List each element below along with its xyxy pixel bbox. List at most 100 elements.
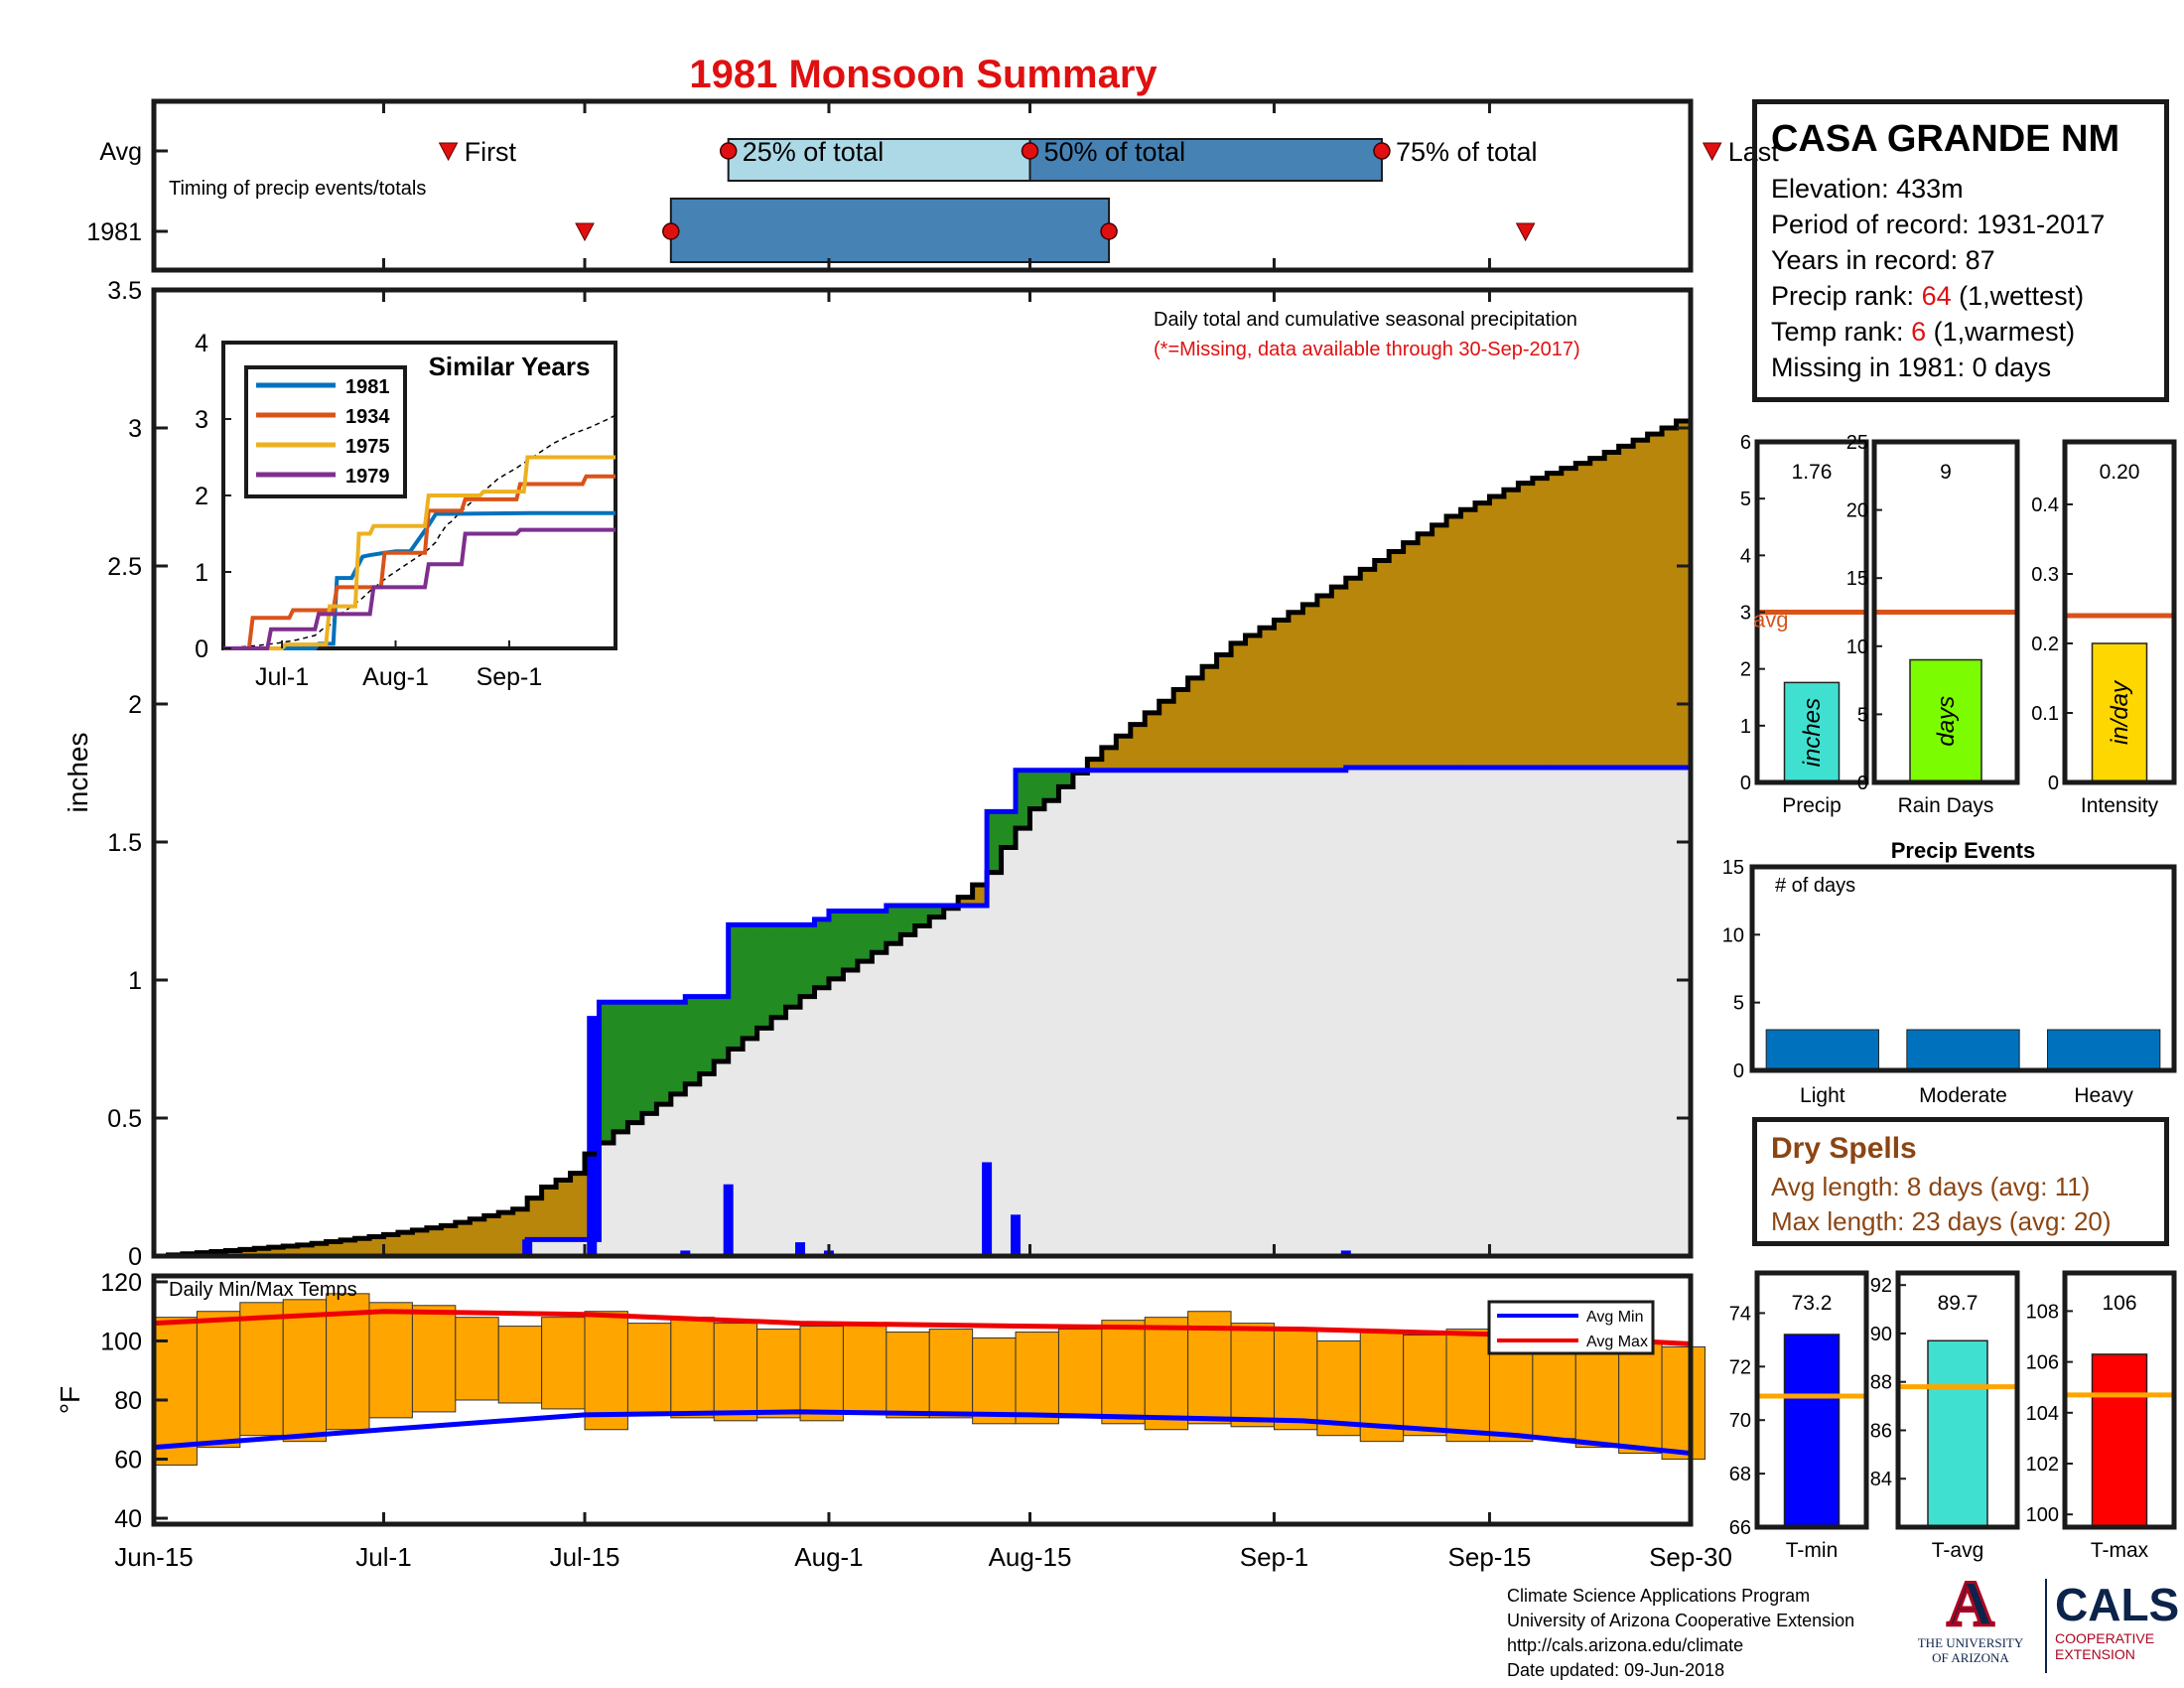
similar-years-x-tick-label: Aug-1 bbox=[362, 663, 429, 691]
x-axis-date-label: Sep-15 bbox=[1448, 1542, 1532, 1572]
daily-temp-bar bbox=[1273, 1329, 1318, 1431]
temp-rank-suffix: (1,warmest) bbox=[1926, 317, 2076, 347]
credits-date: Date updated: 09-Jun-2018 bbox=[1507, 1660, 1725, 1680]
main-panel-frame bbox=[151, 287, 1694, 1259]
daily-temp-bar bbox=[842, 1323, 887, 1413]
precip-rank-prefix: Precip rank: bbox=[1771, 281, 1922, 311]
credits-line-1: Climate Science Applications Program bbox=[1507, 1586, 1811, 1606]
intensity-mini-y-tick-label: 0.1 bbox=[2031, 703, 2059, 725]
daily-temp-bar bbox=[799, 1326, 844, 1422]
temp-title: Daily Min/Max Temps bbox=[169, 1279, 357, 1301]
precip-mini-value-label: 1.76 bbox=[1792, 461, 1833, 484]
tmin-mini-y-tick-label: 70 bbox=[1729, 1410, 1751, 1432]
daily-temp-bar bbox=[282, 1299, 328, 1443]
main-y-tick-label: 1.5 bbox=[107, 829, 142, 857]
precip-mini-y-tick-label: 4 bbox=[1740, 545, 1751, 567]
daily-temp-bar bbox=[1101, 1320, 1146, 1425]
station-years: Years in record: 87 bbox=[1771, 245, 1995, 275]
precip-events-bar bbox=[2047, 1029, 2161, 1071]
dry-spells-title: Dry Spells bbox=[1771, 1132, 1917, 1165]
temp-y-tick-label: 100 bbox=[100, 1328, 142, 1355]
timing-avg-q50-q75-bar bbox=[1028, 138, 1383, 182]
tmin-mini-frame bbox=[1754, 1270, 1869, 1530]
timing-row-label-avg: Avg bbox=[99, 138, 142, 166]
raindays-mini-x-label: Rain Days bbox=[1898, 794, 1994, 817]
timing-q75-label: 75% of total bbox=[1396, 137, 1538, 167]
raindays-mini-value-label: 9 bbox=[1940, 461, 1952, 484]
precip-events-y-tick-label: 0 bbox=[1733, 1060, 1744, 1082]
tavg-mini-y-tick-label: 92 bbox=[1870, 1275, 1892, 1297]
temp-rank-value: 6 bbox=[1911, 317, 1927, 347]
daily-temp-bar bbox=[1445, 1329, 1490, 1443]
cals-sub-1: COOPERATIVE bbox=[2055, 1630, 2155, 1646]
tmin-mini-y-tick-label: 66 bbox=[1729, 1517, 1751, 1539]
cals-logo: CALS COOPERATIVE EXTENSION bbox=[2055, 1579, 2180, 1662]
precip-mini-y-tick-label: 3 bbox=[1740, 603, 1751, 625]
daily-temp-bar bbox=[626, 1323, 672, 1416]
precip-events-y-tick-label: 10 bbox=[1722, 924, 1744, 946]
similar-years-y-tick-label: 1 bbox=[195, 559, 208, 587]
daily-temp-bar bbox=[1015, 1332, 1059, 1425]
temp-y-tick-label: 40 bbox=[114, 1505, 142, 1533]
daily-temp-bar bbox=[1618, 1342, 1663, 1455]
similar-years-legend-label: 1979 bbox=[345, 466, 390, 488]
daily-precip-bar bbox=[982, 1162, 993, 1256]
similar-years-title: Similar Years bbox=[429, 352, 591, 381]
main-y-tick-label: 3.5 bbox=[107, 277, 142, 305]
similar-years-x-tick-label: Sep-1 bbox=[477, 663, 543, 691]
main-y-tick-label: 2 bbox=[128, 691, 142, 719]
main-y-tick-label: 1 bbox=[128, 967, 142, 995]
dry-spells-avg-length: Avg length: 8 days (avg: 11) bbox=[1771, 1172, 2091, 1201]
precip-mini-bar-label: inches bbox=[1799, 698, 1826, 767]
timing-row-label-year: 1981 bbox=[86, 218, 142, 246]
similar-years-line-1979 bbox=[223, 527, 615, 650]
daily-precip-bar bbox=[1011, 1214, 1022, 1256]
raindays-mini-bar bbox=[1909, 658, 1982, 783]
x-axis-date-label: Jul-1 bbox=[355, 1542, 411, 1572]
station-missing: Missing in 1981: 0 days bbox=[1771, 352, 2052, 382]
precip-rank-suffix: (1,wettest) bbox=[1951, 281, 2085, 311]
avg-cumulative-line bbox=[154, 414, 1694, 1259]
daily-temp-bar bbox=[670, 1317, 715, 1419]
timing-avg-last-marker bbox=[1702, 142, 1722, 162]
similar-years-line-1975 bbox=[223, 455, 615, 650]
daily-temp-bar bbox=[972, 1337, 1017, 1425]
similar-years-y-tick-label: 0 bbox=[195, 635, 208, 663]
timing-year-q75-marker bbox=[1100, 222, 1118, 240]
precip-events-x-label: Heavy bbox=[2074, 1084, 2133, 1107]
timing-avg-q50-marker bbox=[1021, 142, 1039, 160]
tmax-mini-y-tick-label: 104 bbox=[2026, 1403, 2059, 1425]
temp-legend-label-min: Avg Min bbox=[1586, 1309, 1644, 1326]
precip-events-x-label: Light bbox=[1800, 1084, 1845, 1107]
precip-events-bar bbox=[1906, 1029, 2020, 1071]
cals-text: CALS bbox=[2055, 1579, 2180, 1630]
tmin-mini-x-label: T-min bbox=[1786, 1539, 1839, 1562]
x-axis-date-label: Jul-15 bbox=[550, 1542, 620, 1572]
x-axis-date-label: Aug-15 bbox=[989, 1542, 1072, 1572]
precip-events-frame bbox=[1749, 864, 2177, 1073]
main-y-tick-label: 2.5 bbox=[107, 553, 142, 581]
timing-year-q25-marker bbox=[662, 222, 680, 240]
tavg-mini-y-tick-label: 90 bbox=[1870, 1324, 1892, 1345]
timing-avg-q25-q50-bar bbox=[727, 138, 1031, 182]
similar-years-y-tick-label: 2 bbox=[195, 483, 208, 510]
temp-rank-prefix: Temp rank: bbox=[1771, 317, 1912, 347]
tmin-mini-y-tick-label: 72 bbox=[1729, 1356, 1751, 1378]
year-cumulative-line bbox=[154, 765, 1691, 1259]
main-annotation-1: Daily total and cumulative seasonal prec… bbox=[1154, 309, 1577, 331]
similar-years-y-tick-label: 4 bbox=[195, 330, 208, 357]
timing-avg-q25-marker bbox=[719, 142, 738, 160]
precip-events-y-tick-label: 15 bbox=[1722, 857, 1744, 879]
intensity-mini-frame bbox=[2062, 439, 2177, 785]
temp-legend bbox=[1487, 1300, 1655, 1355]
similar-years-line-1934 bbox=[223, 474, 615, 650]
temp-y-label: °F bbox=[55, 1386, 85, 1414]
tavg-mini-y-tick-label: 88 bbox=[1870, 1372, 1892, 1394]
precip-events-bar bbox=[1765, 1029, 1879, 1071]
daily-temp-bar bbox=[1359, 1332, 1405, 1443]
daily-temp-bar bbox=[411, 1305, 457, 1413]
raindays-mini-y-tick-label: 10 bbox=[1846, 636, 1868, 658]
precip-rank-value: 64 bbox=[1921, 281, 1952, 311]
daily-temp-bar bbox=[368, 1302, 413, 1419]
